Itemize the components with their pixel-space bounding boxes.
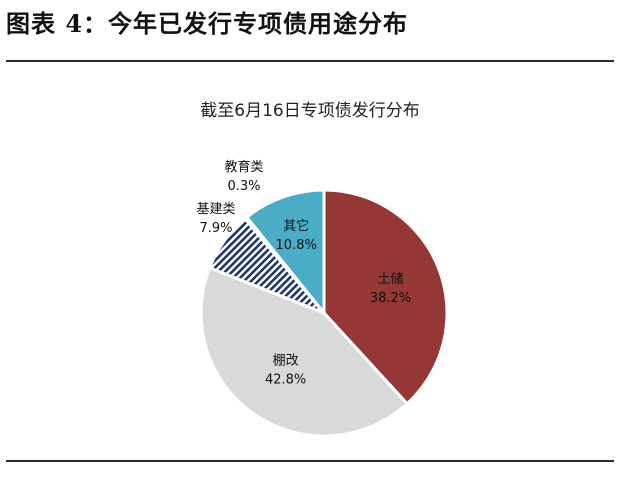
slice-value-label: 38.2% <box>370 291 411 306</box>
slice-value-label: 42.8% <box>265 373 306 388</box>
slice-name-label: 棚改 <box>273 354 299 369</box>
pie-slice-1 <box>322 188 449 406</box>
slice-value-label: 0.3% <box>227 179 260 194</box>
slice-name-label: 基建类 <box>196 202 235 217</box>
page-title: 图表 4：今年已发行专项债用途分布 <box>6 9 409 38</box>
slice-name-label: 教育类 <box>224 159 263 175</box>
slice-name-label: 土储 <box>377 272 403 287</box>
bottom-divider <box>6 460 614 462</box>
chart-title: 截至6月16日专项债发行分布 <box>200 101 420 121</box>
top-divider <box>6 60 614 62</box>
slice-value-label: 7.9% <box>199 221 232 236</box>
slice-name-label: 其它 <box>283 218 309 234</box>
pie-slice-2 <box>199 265 410 438</box>
slice-value-label: 10.8% <box>276 238 317 253</box>
pie-slice-5 <box>244 188 326 318</box>
